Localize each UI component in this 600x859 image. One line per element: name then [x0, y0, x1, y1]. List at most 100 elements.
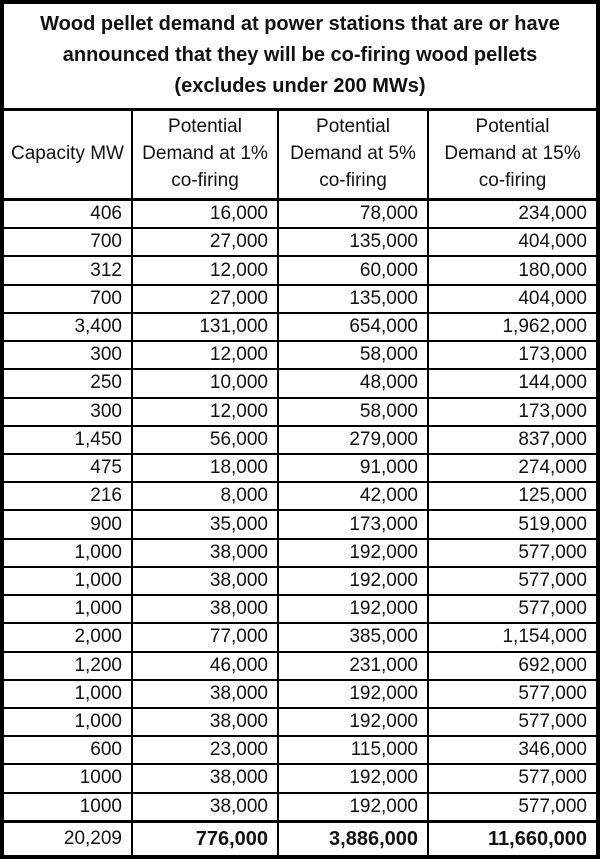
table-cell: 125,000 — [427, 481, 596, 512]
table-row: 700 27,000 135,000 404,000 — [4, 283, 596, 314]
table-cell: 346,000 — [427, 735, 596, 766]
table-cell: 385,000 — [277, 622, 429, 653]
table-cell: 192,000 — [277, 706, 429, 738]
table-cell: 837,000 — [427, 424, 596, 455]
table-cell: 27,000 — [131, 283, 279, 314]
table-row: 1,000 38,000 192,000 577,000 — [4, 537, 596, 568]
table-cell: 192,000 — [277, 678, 429, 709]
table-row: 1,000 38,000 192,000 577,000 — [4, 706, 596, 738]
table-cell: 406 — [4, 198, 133, 230]
table-cell: 600 — [4, 735, 133, 766]
table-cell: 1,450 — [4, 424, 133, 455]
table-cell: 404,000 — [427, 227, 596, 258]
table-cell: 300 — [4, 396, 133, 427]
table-cell: 577,000 — [427, 537, 596, 568]
table-cell: 692,000 — [427, 650, 596, 681]
table-cell: 58,000 — [277, 340, 429, 371]
table-row: 406 16,000 78,000 234,000 — [4, 198, 596, 230]
table-row: 700 27,000 135,000 404,000 — [4, 227, 596, 258]
table-cell: 16,000 — [131, 198, 279, 230]
table-cell: 180,000 — [427, 255, 596, 286]
table-cell: 577,000 — [427, 565, 596, 597]
table-cell: 1,962,000 — [427, 311, 596, 343]
table-title: Wood pellet demand at power stations tha… — [4, 4, 596, 111]
table-cell: 1000 — [4, 763, 133, 794]
table-cell: 10,000 — [131, 368, 279, 399]
table-cell: 173,000 — [427, 340, 596, 371]
table-row: 300 12,000 58,000 173,000 — [4, 340, 596, 371]
table-row: 1,000 38,000 192,000 577,000 — [4, 594, 596, 625]
table-cell: 577,000 — [427, 791, 596, 823]
table-cell: 38,000 — [131, 791, 279, 823]
table-cell: 135,000 — [277, 227, 429, 258]
table-cell: 8,000 — [131, 481, 279, 512]
total-demand-cell: 776,000 — [131, 820, 279, 855]
table-cell: 18,000 — [131, 452, 279, 484]
table-cell: 900 — [4, 509, 133, 540]
table-cell: 700 — [4, 227, 133, 258]
table-cell: 78,000 — [277, 198, 429, 230]
column-header: Potential Demand at 5% co-firing — [277, 111, 429, 201]
table-cell: 91,000 — [277, 452, 429, 484]
table-cell: 12,000 — [131, 255, 279, 286]
table-cell: 115,000 — [277, 735, 429, 766]
table-cell: 38,000 — [131, 678, 279, 709]
table-row: 600 23,000 115,000 346,000 — [4, 735, 596, 766]
table-cell: 404,000 — [427, 283, 596, 314]
total-row: 20,209 776,000 3,886,000 11,660,000 — [4, 820, 596, 855]
table-cell: 1,000 — [4, 594, 133, 625]
table-row: 1,000 38,000 192,000 577,000 — [4, 565, 596, 597]
total-demand-cell: 3,886,000 — [277, 820, 429, 855]
column-header: Potential Demand at 1% co-firing — [131, 111, 279, 201]
table-cell: 1,154,000 — [427, 622, 596, 653]
column-header: Potential Demand at 15% co-firing — [427, 111, 596, 201]
table-header-row: Capacity MW Potential Demand at 1% co-fir… — [4, 111, 596, 201]
table-row: 1,450 56,000 279,000 837,000 — [4, 424, 596, 455]
table-cell: 192,000 — [277, 537, 429, 568]
table-cell: 234,000 — [427, 198, 596, 230]
table-cell: 700 — [4, 283, 133, 314]
table-cell: 192,000 — [277, 763, 429, 794]
table-cell: 38,000 — [131, 565, 279, 597]
table-cell: 38,000 — [131, 594, 279, 625]
table-row: 475 18,000 91,000 274,000 — [4, 452, 596, 484]
table-cell: 48,000 — [277, 368, 429, 399]
table-cell: 577,000 — [427, 706, 596, 738]
table-cell: 131,000 — [131, 311, 279, 343]
table-cell: 173,000 — [427, 396, 596, 427]
table-cell: 77,000 — [131, 622, 279, 653]
table-body: 406 16,000 78,000 234,000 700 27,000 135,000 40… — [4, 198, 596, 823]
table-cell: 56,000 — [131, 424, 279, 455]
table-cell: 1000 — [4, 791, 133, 823]
table-cell: 654,000 — [277, 311, 429, 343]
table-cell: 577,000 — [427, 594, 596, 625]
table-cell: 475 — [4, 452, 133, 484]
table-cell: 58,000 — [277, 396, 429, 427]
table-cell: 250 — [4, 368, 133, 399]
table-cell: 192,000 — [277, 594, 429, 625]
table-cell: 12,000 — [131, 396, 279, 427]
table-cell: 60,000 — [277, 255, 429, 286]
table-cell: 27,000 — [131, 227, 279, 258]
table-cell: 23,000 — [131, 735, 279, 766]
table-row: 300 12,000 58,000 173,000 — [4, 396, 596, 427]
table-row: 1000 38,000 192,000 577,000 — [4, 763, 596, 794]
table-cell: 46,000 — [131, 650, 279, 681]
table-cell: 300 — [4, 340, 133, 371]
total-demand-cell: 11,660,000 — [427, 820, 596, 855]
table-cell: 577,000 — [427, 678, 596, 709]
table-cell: 1,200 — [4, 650, 133, 681]
table-row: 312 12,000 60,000 180,000 — [4, 255, 596, 286]
table-cell: 1,000 — [4, 537, 133, 568]
table-cell: 2,000 — [4, 622, 133, 653]
table-cell: 279,000 — [277, 424, 429, 455]
table-cell: 38,000 — [131, 537, 279, 568]
table-cell: 35,000 — [131, 509, 279, 540]
table-cell: 1,000 — [4, 706, 133, 738]
table-cell: 192,000 — [277, 565, 429, 597]
table-cell: 1,000 — [4, 565, 133, 597]
table-cell: 274,000 — [427, 452, 596, 484]
header-row: Capacity MW Potential Demand at 1% co-fir… — [4, 111, 596, 201]
table-total-row: 20,209 776,000 3,886,000 11,660,000 — [4, 820, 596, 855]
